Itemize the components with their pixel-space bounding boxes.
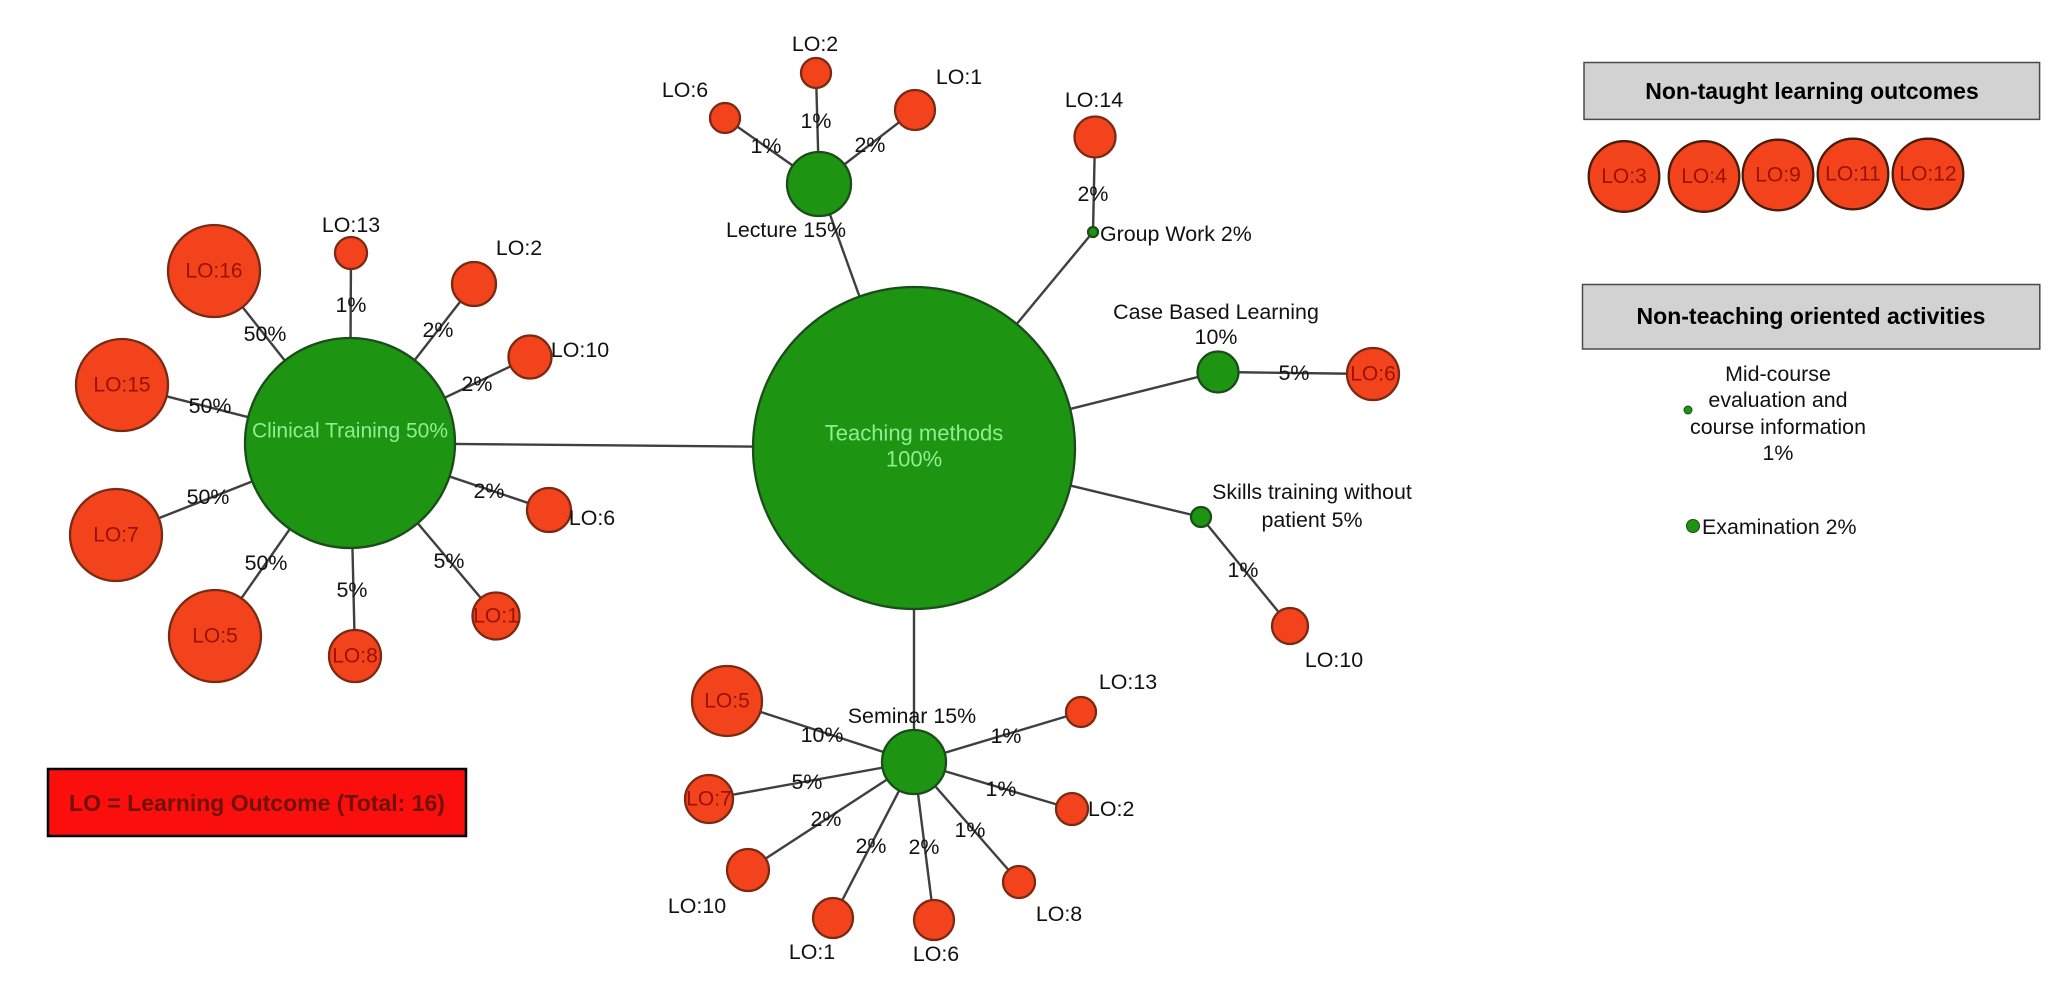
svg-text:50%: 50% (245, 551, 288, 575)
svg-text:2%: 2% (909, 835, 940, 859)
svg-text:LO:6: LO:6 (913, 942, 959, 966)
svg-text:Mid-course: Mid-course (1725, 362, 1831, 386)
svg-text:1%: 1% (991, 724, 1022, 748)
svg-text:1%: 1% (986, 777, 1017, 801)
svg-text:LO:16: LO:16 (185, 260, 242, 283)
svg-text:Lecture 15%: Lecture 15% (726, 218, 846, 242)
svg-text:LO:9: LO:9 (1755, 164, 1801, 187)
svg-text:2%: 2% (474, 479, 505, 503)
svg-text:10%: 10% (801, 723, 844, 747)
svg-text:50%: 50% (244, 322, 287, 346)
svg-text:LO:10: LO:10 (1305, 648, 1363, 672)
svg-text:LO:13: LO:13 (322, 213, 380, 237)
svg-text:1%: 1% (751, 134, 782, 158)
svg-text:LO:6: LO:6 (1350, 363, 1396, 386)
svg-text:LO:10: LO:10 (551, 338, 609, 362)
svg-text:LO:8: LO:8 (1036, 902, 1082, 926)
svg-text:5%: 5% (1279, 361, 1310, 385)
svg-text:LO:14: LO:14 (1065, 88, 1123, 112)
svg-text:patient 5%: patient 5% (1261, 508, 1362, 532)
svg-text:2%: 2% (811, 807, 842, 831)
svg-text:2%: 2% (1078, 182, 1109, 206)
svg-text:LO:6: LO:6 (569, 506, 615, 530)
svg-text:LO:7: LO:7 (686, 788, 732, 811)
svg-text:5%: 5% (792, 770, 823, 794)
svg-text:LO:11: LO:11 (1825, 163, 1881, 186)
svg-text:Group Work 2%: Group Work 2% (1100, 222, 1252, 246)
svg-text:course information: course information (1690, 415, 1866, 439)
svg-text:LO:3: LO:3 (1601, 165, 1647, 188)
svg-text:LO:13: LO:13 (1099, 670, 1157, 694)
svg-text:LO:5: LO:5 (704, 690, 750, 713)
svg-text:LO:5: LO:5 (192, 625, 238, 648)
svg-text:5%: 5% (337, 578, 368, 602)
svg-text:5%: 5% (434, 549, 465, 573)
svg-text:Clinical Training 50%: Clinical Training 50% (252, 420, 448, 443)
svg-text:LO:1: LO:1 (789, 940, 835, 964)
svg-text:LO:8: LO:8 (332, 645, 378, 668)
svg-text:LO:12: LO:12 (1899, 163, 1956, 186)
svg-text:2%: 2% (855, 133, 886, 157)
svg-text:LO:2: LO:2 (792, 32, 838, 56)
svg-text:LO:10: LO:10 (668, 894, 726, 918)
svg-text:LO:6: LO:6 (662, 78, 708, 102)
svg-text:1%: 1% (801, 109, 832, 133)
svg-text:1%: 1% (336, 293, 367, 317)
svg-text:LO:2: LO:2 (1088, 797, 1134, 821)
svg-text:LO:4: LO:4 (1681, 165, 1727, 188)
svg-text:LO:7: LO:7 (93, 524, 139, 547)
svg-text:1%: 1% (1228, 558, 1259, 582)
svg-text:LO:2: LO:2 (496, 236, 542, 260)
svg-text:Skills training without: Skills training without (1212, 480, 1412, 504)
svg-text:LO:15: LO:15 (93, 374, 150, 397)
svg-text:Seminar 15%: Seminar 15% (848, 704, 976, 728)
svg-text:100%: 100% (886, 447, 942, 472)
svg-text:LO = Learning Outcome (Total:: LO = Learning Outcome (Total: 16) (69, 790, 445, 816)
svg-text:2%: 2% (423, 318, 454, 342)
svg-text:Examination 2%: Examination 2% (1702, 515, 1857, 539)
svg-text:2%: 2% (462, 372, 493, 396)
svg-text:Case Based Learning: Case Based Learning (1113, 300, 1319, 324)
svg-text:1%: 1% (1763, 441, 1794, 465)
svg-text:LO:1: LO:1 (473, 605, 519, 628)
svg-text:Non-taught learning outcomes: Non-taught learning outcomes (1645, 78, 1979, 104)
svg-text:Teaching methods: Teaching methods (825, 421, 1004, 446)
svg-text:50%: 50% (187, 485, 230, 509)
svg-text:1%: 1% (955, 818, 986, 842)
svg-text:50%: 50% (189, 394, 232, 418)
svg-text:10%: 10% (1195, 325, 1238, 349)
svg-text:evaluation and: evaluation and (1708, 388, 1847, 412)
svg-text:Non-teaching oriented activiti: Non-teaching oriented activities (1637, 303, 1986, 329)
svg-text:LO:1: LO:1 (936, 65, 982, 89)
svg-text:2%: 2% (856, 834, 887, 858)
